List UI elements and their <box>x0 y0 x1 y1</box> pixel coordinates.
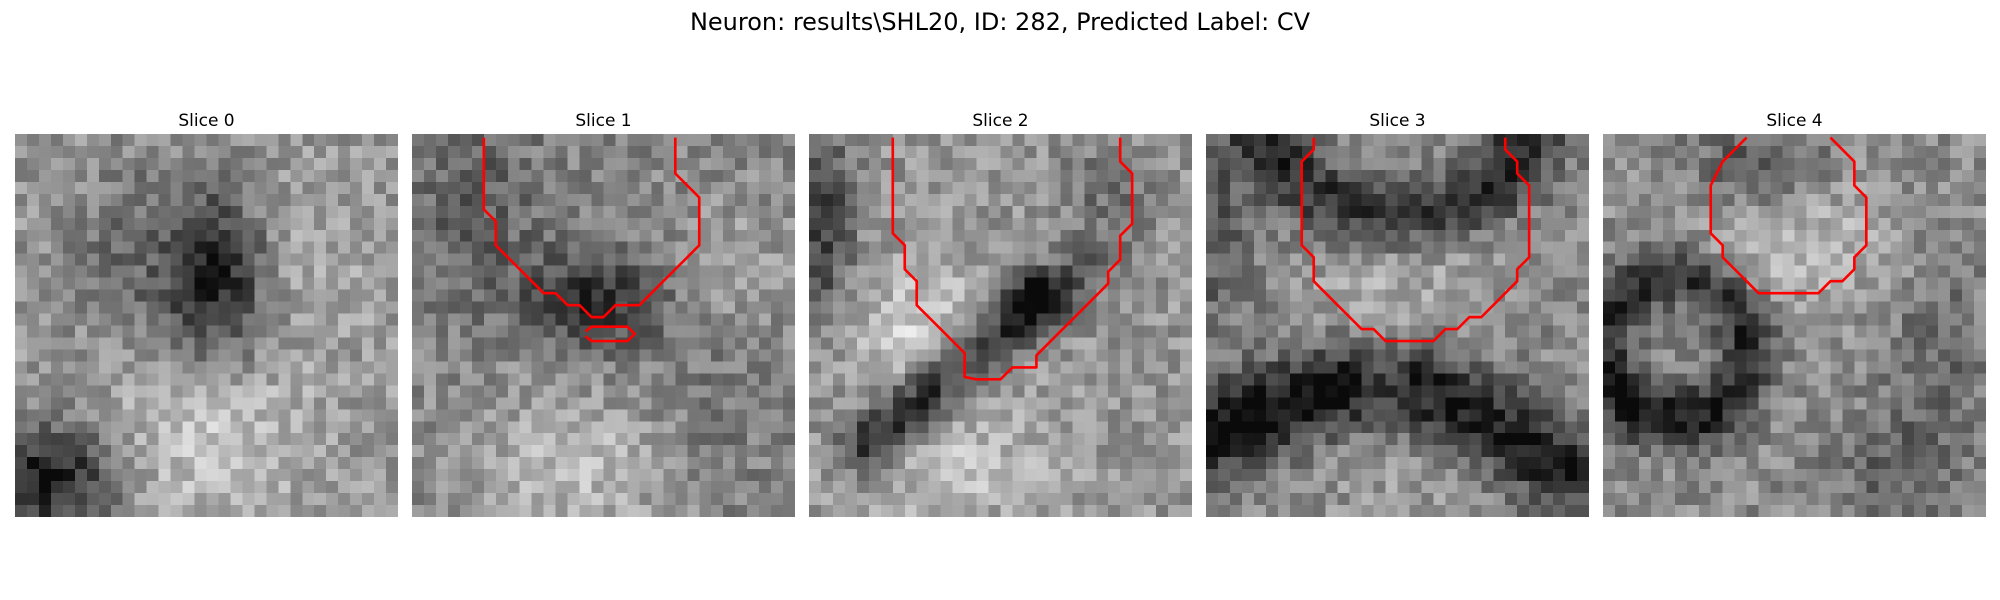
slice-title-4: Slice 4 <box>1766 111 1823 131</box>
figure-title: Neuron: results\SHL20, ID: 282, Predicte… <box>689 8 1311 36</box>
slice-image-1 <box>412 134 795 517</box>
slice-image-2 <box>809 134 1192 517</box>
segmentation-contour <box>1709 136 1868 295</box>
slice-panel-0: Slice 0 <box>15 110 398 517</box>
slice-panel-1: Slice 1 <box>412 110 795 517</box>
segmentation-contour <box>891 137 1134 381</box>
slice-image-0 <box>15 134 398 517</box>
slice-title-2: Slice 2 <box>972 111 1029 131</box>
segmentation-contour <box>482 137 701 319</box>
slice-panel-2: Slice 2 <box>809 110 1192 517</box>
segmentation-contour <box>1300 137 1531 343</box>
segmentation-contour <box>584 325 636 343</box>
slice-title-1: Slice 1 <box>575 111 632 131</box>
slice-image-3 <box>1206 134 1589 517</box>
slice-title-3: Slice 3 <box>1369 111 1426 131</box>
slice-panel-3: Slice 3 <box>1206 110 1589 517</box>
slice-panel-4: Slice 4 <box>1603 110 1986 517</box>
slice-title-0: Slice 0 <box>178 111 235 131</box>
slice-image-4 <box>1603 134 1986 517</box>
